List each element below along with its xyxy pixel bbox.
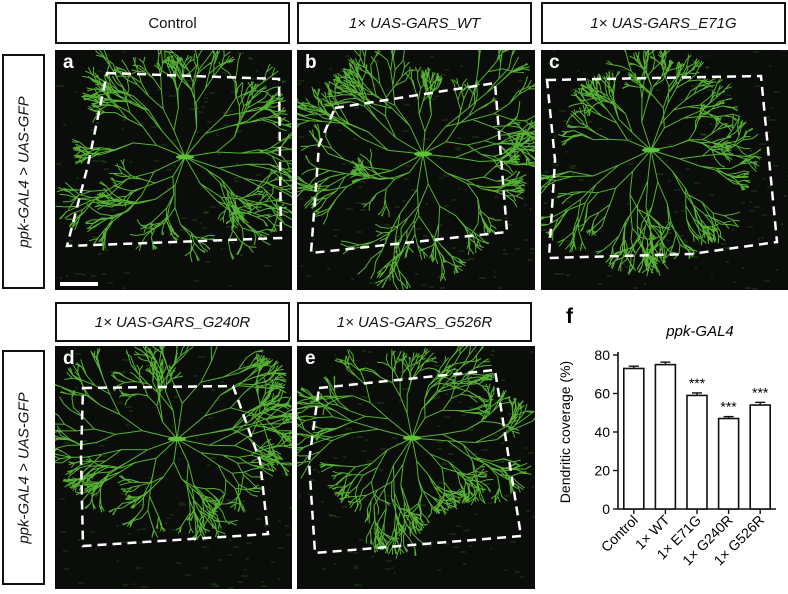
micrograph-panel-a: a bbox=[55, 50, 292, 290]
y-tick-label: 20 bbox=[594, 463, 610, 479]
micrograph-panel-b: b bbox=[297, 50, 535, 290]
y-tick-label: 80 bbox=[594, 347, 610, 363]
y-tick-label: 60 bbox=[594, 386, 610, 402]
row-label-bottom: ppk-GAL4 > UAS-GFP bbox=[2, 350, 45, 585]
bar bbox=[623, 367, 645, 510]
panel-letter-a: a bbox=[63, 52, 74, 73]
scale-bar bbox=[60, 282, 98, 286]
panel-letter-f: f bbox=[566, 305, 574, 328]
x-tick-label: Control bbox=[598, 512, 641, 555]
panel-letter-e: e bbox=[305, 348, 316, 369]
column-label-control: Control bbox=[55, 2, 290, 44]
dashed-outline bbox=[309, 81, 509, 255]
chart-title: ppk-GAL4 bbox=[665, 323, 734, 340]
micrograph-panel-c: c bbox=[541, 50, 788, 290]
column-label-e71g: 1× UAS-GARS_E71G bbox=[541, 2, 786, 44]
significance-marker: *** bbox=[720, 399, 737, 415]
bar-chart: f ppk-GAL4 Dendritic coverage (%) 0 20 40 60 80… bbox=[548, 305, 788, 589]
panel-letter-b: b bbox=[305, 52, 317, 73]
panel-letter-d: d bbox=[63, 348, 75, 369]
row-label-top: ppk-GAL4 > UAS-GFP bbox=[2, 54, 45, 289]
micrograph-panel-e: e bbox=[297, 346, 535, 589]
dashed-outline bbox=[545, 74, 779, 260]
panel-letter-c: c bbox=[549, 52, 560, 73]
dashed-outline bbox=[307, 368, 523, 555]
dashed-outline bbox=[65, 71, 283, 248]
significance-marker: *** bbox=[689, 375, 706, 391]
y-tick-label: 40 bbox=[594, 424, 610, 440]
bar bbox=[717, 417, 740, 510]
column-label-wt: 1× UAS-GARS_WT bbox=[297, 2, 532, 44]
significance-marker: *** bbox=[752, 384, 769, 400]
bar bbox=[654, 363, 677, 510]
dashed-outline bbox=[79, 384, 270, 548]
chart-canvas: f ppk-GAL4 Dendritic coverage (%) 0 20 40 60 80… bbox=[557, 305, 776, 569]
column-label-g526r: 1× UAS-GARS_G526R bbox=[297, 302, 532, 342]
bar bbox=[686, 394, 708, 510]
y-axis-label: Dendritic coverage (%) bbox=[557, 361, 573, 503]
micrograph-panel-d: d bbox=[55, 346, 292, 589]
y-tick-label: 0 bbox=[602, 501, 610, 517]
bar bbox=[749, 404, 771, 510]
column-label-g240r: 1× UAS-GARS_G240R bbox=[55, 302, 290, 342]
